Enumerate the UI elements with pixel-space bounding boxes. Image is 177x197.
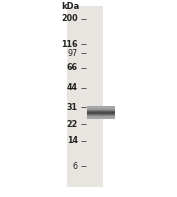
Text: 6: 6 bbox=[73, 162, 78, 171]
Bar bbox=[87, 116, 115, 117]
Bar bbox=[87, 107, 115, 108]
Bar bbox=[87, 115, 115, 116]
Bar bbox=[87, 112, 115, 113]
Bar bbox=[87, 118, 115, 119]
Bar bbox=[87, 106, 115, 107]
Bar bbox=[87, 109, 115, 110]
Bar bbox=[87, 112, 115, 113]
Text: 14: 14 bbox=[67, 136, 78, 145]
Text: 22: 22 bbox=[67, 120, 78, 129]
Bar bbox=[87, 111, 115, 112]
Text: 97: 97 bbox=[68, 49, 78, 58]
Bar bbox=[87, 113, 115, 114]
Text: kDa: kDa bbox=[61, 2, 80, 11]
Bar bbox=[87, 117, 115, 118]
Text: 66: 66 bbox=[67, 63, 78, 72]
Bar bbox=[87, 114, 115, 115]
Bar bbox=[87, 114, 115, 115]
Bar bbox=[87, 118, 115, 119]
Bar bbox=[87, 111, 115, 112]
Bar bbox=[87, 107, 115, 108]
Bar bbox=[67, 6, 103, 187]
Bar bbox=[87, 113, 115, 114]
Bar bbox=[87, 115, 115, 116]
Text: 116: 116 bbox=[61, 40, 78, 49]
Bar bbox=[87, 109, 115, 110]
Bar bbox=[87, 108, 115, 109]
Bar bbox=[87, 106, 115, 107]
Bar bbox=[87, 110, 115, 111]
Bar bbox=[87, 110, 115, 111]
Text: 44: 44 bbox=[67, 83, 78, 92]
Bar bbox=[87, 117, 115, 118]
Text: 200: 200 bbox=[61, 14, 78, 23]
Bar bbox=[87, 116, 115, 117]
Text: 31: 31 bbox=[67, 103, 78, 112]
